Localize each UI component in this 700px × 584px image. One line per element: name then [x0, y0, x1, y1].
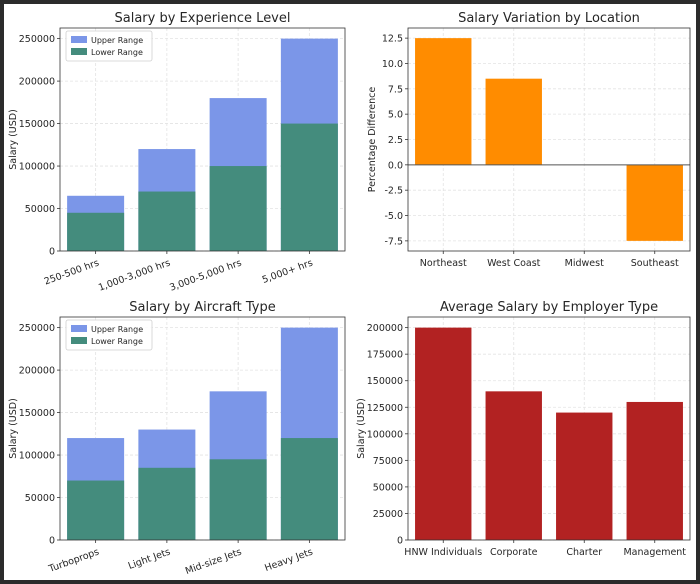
y-tick-label: 2.5	[388, 135, 403, 146]
chart-panel-2: -7.5 -5.0 -2.5 0.0 2.5 5.0 7.5 10.0 12.5 Northeas…	[367, 11, 691, 269]
y-tick-label: 150000	[19, 408, 55, 419]
y-tick-label: 7.5	[388, 84, 403, 95]
legend-label: Lower Range	[91, 48, 143, 57]
y-axis-label: Salary (USD)	[8, 398, 19, 459]
x-tick-label: West Coast	[487, 258, 541, 269]
y-tick-label: 100000	[19, 162, 55, 173]
legend-label: Lower Range	[91, 337, 143, 346]
bar-lower-1	[67, 480, 125, 540]
figure: 0 50000 100000 150000 200000 250000 250-500 hr…	[4, 4, 696, 580]
chart-title: Salary Variation by Location	[458, 11, 640, 26]
bar-2	[485, 391, 542, 540]
bar-lower-2	[138, 467, 196, 540]
bar-2	[485, 78, 542, 165]
bar-lower-1	[67, 212, 125, 251]
bar-3	[556, 412, 613, 540]
x-tick-label: Midwest	[565, 258, 604, 269]
y-tick-label: 200000	[19, 366, 55, 377]
y-tick-label: 75000	[373, 456, 403, 467]
plot-frame	[407, 316, 691, 541]
y-axis-label: Percentage Difference	[367, 87, 378, 193]
x-tick-label: Charter	[566, 547, 602, 558]
y-tick-label: 5.0	[388, 110, 403, 121]
x-tick-label: HNW Individuals	[404, 547, 482, 558]
legend-box	[65, 30, 153, 62]
legend-swatch	[71, 48, 87, 55]
y-tick-label: 0.0	[388, 160, 403, 171]
y-tick-label: -5.0	[384, 211, 403, 222]
y-tick-label: 250000	[19, 34, 55, 45]
y-tick-label: 125000	[367, 403, 403, 414]
y-tick-label: 0	[49, 247, 55, 258]
y-tick-label: 12.5	[382, 34, 403, 45]
y-tick-label: 50000	[25, 204, 55, 215]
y-tick-label: 100000	[367, 429, 403, 440]
bar-lower-3	[209, 459, 267, 540]
bar-4	[626, 164, 683, 241]
legend-label: Upper Range	[91, 325, 143, 334]
x-tick-label: Northeast	[420, 258, 467, 269]
bar-4	[626, 401, 683, 540]
x-tick-label: 5,000+ hrs	[261, 257, 315, 285]
bar-lower-3	[209, 166, 267, 251]
plot-frame	[59, 316, 346, 541]
y-tick-label: 25000	[373, 509, 403, 520]
plot-frame	[59, 27, 346, 252]
y-tick-label: 200000	[19, 77, 55, 88]
bar-lower-4	[280, 438, 338, 540]
y-tick-label: 10.0	[382, 59, 403, 70]
y-axis-label: Salary (USD)	[8, 109, 19, 170]
x-tick-label: Management	[623, 547, 686, 558]
legend-label: Upper Range	[91, 36, 143, 45]
bar-1	[415, 327, 472, 540]
y-axis-label: Salary (USD)	[356, 398, 367, 459]
x-tick-label: 1,000-3,000 hrs	[97, 257, 172, 293]
chart-panel-4: 0 25000 50000 75000 100000 125000 150000 175000…	[356, 300, 691, 558]
y-tick-label: 50000	[25, 493, 55, 504]
x-tick-label: 3,000-5,000 hrs	[168, 257, 243, 293]
y-tick-label: 200000	[367, 323, 403, 334]
legend-swatch	[71, 36, 87, 43]
x-tick-label: Turboprops	[46, 546, 100, 575]
y-tick-label: 250000	[19, 323, 55, 334]
x-tick-label: Corporate	[490, 547, 538, 558]
x-tick-label: Light Jets	[127, 546, 172, 571]
y-tick-label: 150000	[19, 119, 55, 130]
chart-title: Salary by Experience Level	[115, 11, 291, 26]
chart-panel-1: 0 50000 100000 150000 200000 250000 250-500 hr…	[8, 11, 346, 294]
legend-swatch	[71, 325, 87, 332]
bar-1	[415, 38, 472, 165]
legend-box	[65, 319, 153, 351]
x-tick-label: Heavy Jets	[263, 546, 314, 574]
x-tick-label: Southeast	[631, 258, 679, 269]
y-tick-label: 50000	[373, 482, 403, 493]
y-tick-label: 100000	[19, 451, 55, 462]
legend-swatch	[71, 337, 87, 344]
y-tick-label: 0	[49, 536, 55, 547]
chart-title: Average Salary by Employer Type	[440, 300, 658, 315]
x-tick-label: Mid-size Jets	[184, 546, 243, 577]
x-tick-label: 250-500 hrs	[43, 257, 101, 287]
y-tick-label: 175000	[367, 350, 403, 361]
y-tick-label: -2.5	[384, 186, 403, 197]
bar-lower-2	[138, 191, 196, 251]
y-tick-label: 0	[397, 536, 403, 547]
bar-lower-4	[280, 123, 338, 251]
chart-panel-3: 0 50000 100000 150000 200000 250000 Turboprops…	[8, 300, 346, 577]
chart-title: Salary by Aircraft Type	[129, 300, 276, 315]
y-tick-label: -7.5	[384, 236, 403, 247]
y-tick-label: 150000	[367, 376, 403, 387]
